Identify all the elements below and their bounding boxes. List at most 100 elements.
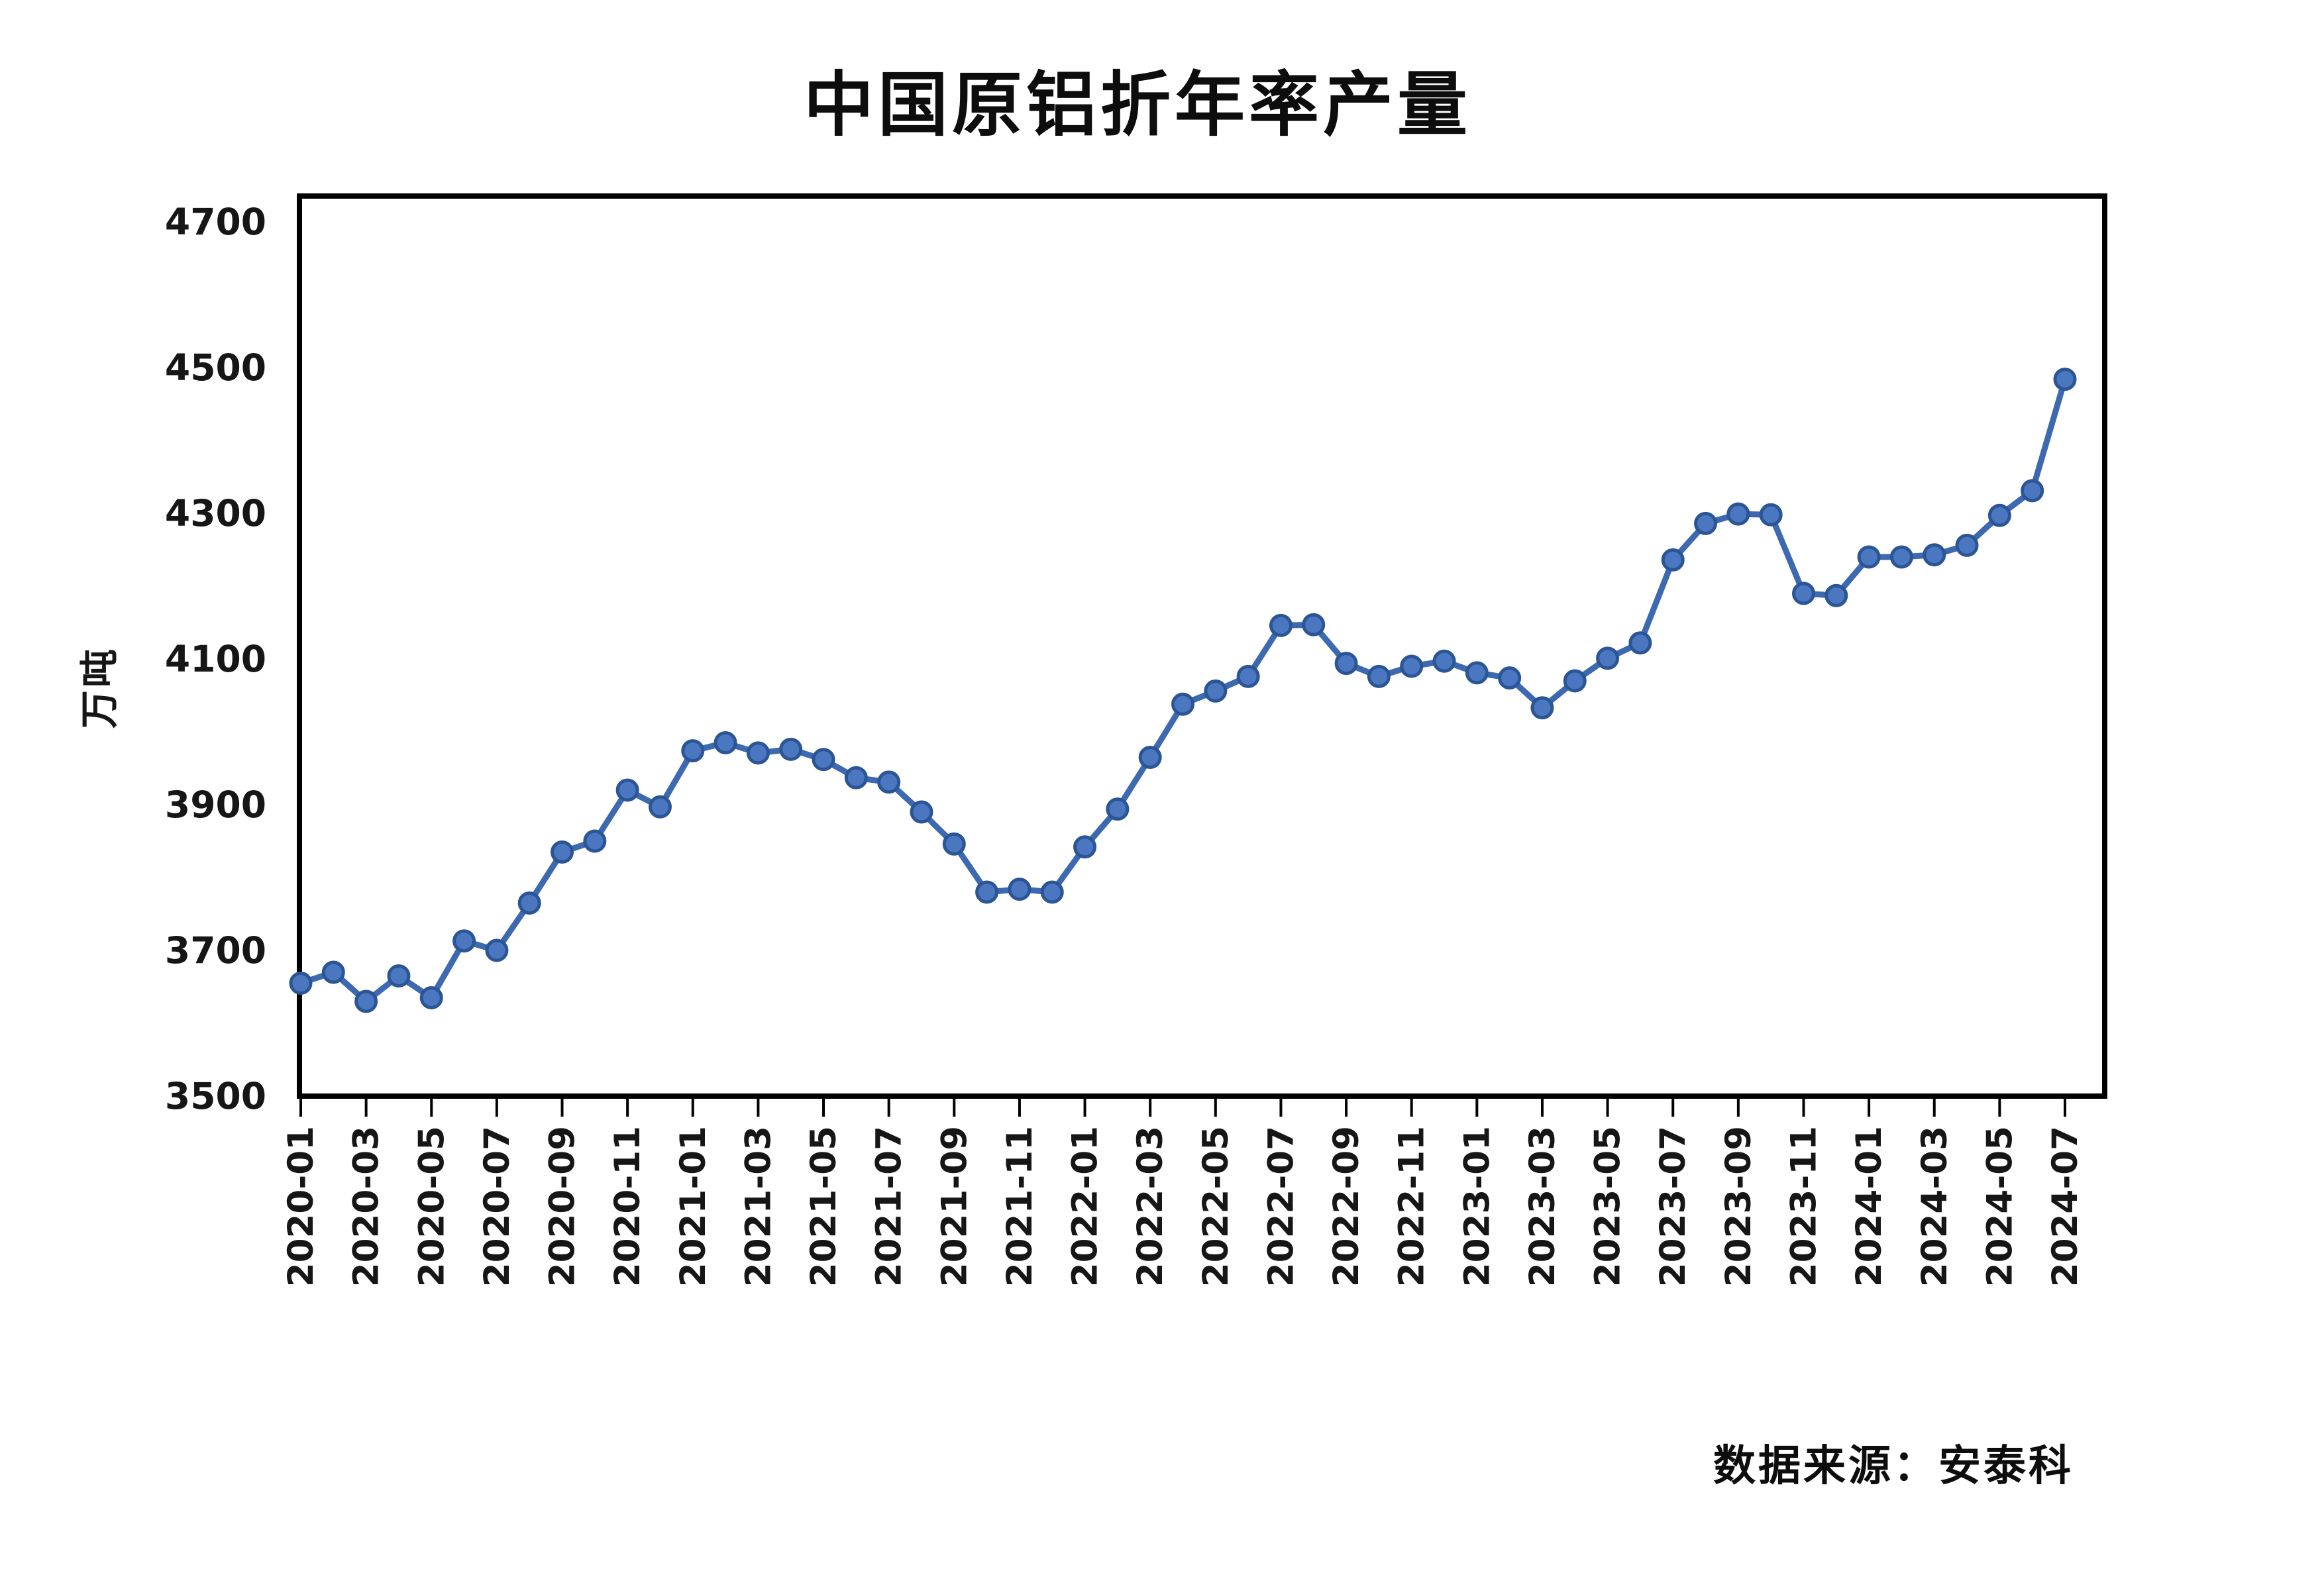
y-axis-tick-label: 3900 — [165, 784, 266, 826]
y-axis-tick-label: 4700 — [165, 201, 266, 243]
x-axis-tick-label: 2020-11 — [607, 1126, 648, 1287]
data-point-marker — [1465, 661, 1489, 685]
data-point-marker — [321, 960, 345, 984]
data-point-marker — [1334, 652, 1358, 676]
data-point-marker — [1530, 696, 1554, 720]
x-axis-tick-label: 2022-11 — [1392, 1126, 1432, 1287]
data-point-marker — [354, 989, 378, 1013]
data-point-marker — [1269, 613, 1293, 637]
x-axis-tick-label: 2021-03 — [738, 1126, 778, 1287]
data-point-marker — [615, 778, 639, 802]
x-axis-tick-label: 2022-05 — [1196, 1126, 1236, 1287]
y-axis-tick-label: 4100 — [165, 638, 266, 680]
x-axis-tick-label: 2020-05 — [411, 1126, 452, 1287]
x-axis-tick-label: 2023-03 — [1522, 1126, 1563, 1287]
data-point-marker — [1367, 664, 1391, 688]
data-point-marker — [746, 741, 770, 765]
x-axis-tick-label: 2021-09 — [934, 1126, 975, 1287]
data-point-marker — [1008, 878, 1031, 901]
x-axis-tick-label: 2020-07 — [477, 1126, 517, 1287]
data-point-marker — [1791, 582, 1815, 605]
x-axis-tick-label: 2023-09 — [1718, 1126, 1759, 1287]
chart-title: 中国原铝折年率产量 — [804, 66, 1471, 144]
x-axis-tick-label: 2021-01 — [673, 1126, 713, 1287]
data-point-marker — [910, 800, 933, 824]
data-point-marker — [1171, 692, 1195, 716]
y-axis-unit-label: 万吨 — [78, 646, 121, 729]
y-axis-tick-label: 4500 — [165, 346, 266, 389]
y-axis-tick-label: 4300 — [165, 492, 266, 534]
x-axis-tick-label: 2021-11 — [1000, 1126, 1040, 1287]
data-point-marker — [1106, 797, 1130, 821]
data-point-marker — [942, 832, 966, 856]
data-point-marker — [1726, 502, 1750, 526]
series-line — [297, 376, 2068, 1005]
data-point-marker — [812, 748, 835, 772]
data-point-marker — [1040, 880, 1064, 904]
x-axis-tick-label: 2022-01 — [1065, 1126, 1106, 1287]
data-point-marker — [1204, 679, 1228, 703]
data-point-marker — [1302, 613, 1326, 636]
data-point-marker — [1236, 664, 1260, 688]
data-point-marker — [877, 770, 901, 794]
data-point-marker — [452, 929, 476, 953]
data-point-marker — [779, 737, 803, 761]
data-point-marker — [1824, 583, 1848, 607]
data-point-marker — [583, 829, 607, 853]
x-axis-tick-label: 2023-05 — [1588, 1126, 1628, 1287]
data-point-marker — [975, 880, 999, 904]
data-source-note: 数据来源：安泰科 — [1713, 1442, 2074, 1490]
y-axis-tick-labels: 3500 3700 3900 4100 4300 4500 4700 — [165, 201, 266, 1117]
x-axis-tick-label: 2020-09 — [543, 1126, 583, 1287]
data-point-marker — [419, 986, 443, 1009]
y-axis-tick-label: 3500 — [165, 1075, 266, 1117]
x-axis-tick-label: 2024-07 — [2045, 1126, 2086, 1287]
x-axis-tick-label: 2023-11 — [1783, 1126, 1824, 1287]
production-line-series — [289, 368, 2077, 1013]
x-axis-tick-label: 2024-03 — [1915, 1126, 1955, 1287]
data-point-marker — [1563, 669, 1587, 693]
data-point-marker — [681, 739, 705, 763]
data-point-marker — [289, 972, 313, 995]
data-point-marker — [517, 891, 541, 915]
data-point-marker — [1138, 746, 1162, 769]
data-point-marker — [1759, 503, 1783, 527]
x-axis-tick-label: 2023-07 — [1653, 1126, 1693, 1287]
x-axis-tick-label: 2024-05 — [1980, 1126, 2020, 1287]
data-point-marker — [551, 840, 574, 864]
x-axis-tick-label: 2022-09 — [1326, 1126, 1367, 1287]
x-axis-tick-label: 2020-01 — [281, 1126, 321, 1287]
data-point-marker — [2021, 479, 2044, 503]
y-axis-tick-label: 3700 — [165, 929, 266, 972]
x-axis-ticks — [299, 1099, 2067, 1117]
data-point-marker — [1400, 654, 1424, 678]
data-point-marker — [1955, 533, 1979, 557]
data-point-marker — [1923, 543, 1946, 567]
data-point-marker — [1857, 545, 1881, 569]
data-point-marker — [1073, 835, 1097, 859]
data-point-marker — [844, 766, 868, 789]
x-axis-tick-label: 2022-03 — [1130, 1126, 1171, 1287]
data-point-marker — [1628, 631, 1652, 655]
data-point-marker — [485, 938, 509, 962]
data-point-marker — [1889, 545, 1913, 569]
plot-frame — [297, 193, 2107, 1099]
x-axis-tick-labels: 2020-01 2020-03 2020-05 2020-07 2020-09 2020-… — [281, 1126, 2086, 1287]
data-point-marker — [713, 731, 737, 754]
x-axis-tick-label: 2023-01 — [1457, 1126, 1497, 1287]
data-point-marker — [2053, 368, 2077, 391]
data-point-marker — [1694, 511, 1718, 535]
x-axis-tick-label: 2021-07 — [869, 1126, 910, 1287]
data-point-marker — [387, 964, 411, 987]
data-point-marker — [1987, 503, 2011, 527]
data-point-marker — [648, 795, 672, 819]
data-point-marker — [1498, 666, 1522, 690]
x-axis-tick-label: 2021-05 — [804, 1126, 844, 1287]
data-point-marker — [1661, 548, 1685, 572]
data-point-marker — [1432, 649, 1456, 673]
data-point-marker — [1596, 646, 1620, 670]
x-axis-tick-label: 2022-07 — [1261, 1126, 1301, 1287]
x-axis-tick-label: 2024-01 — [1849, 1126, 1889, 1287]
x-axis-tick-label: 2020-03 — [346, 1126, 387, 1287]
